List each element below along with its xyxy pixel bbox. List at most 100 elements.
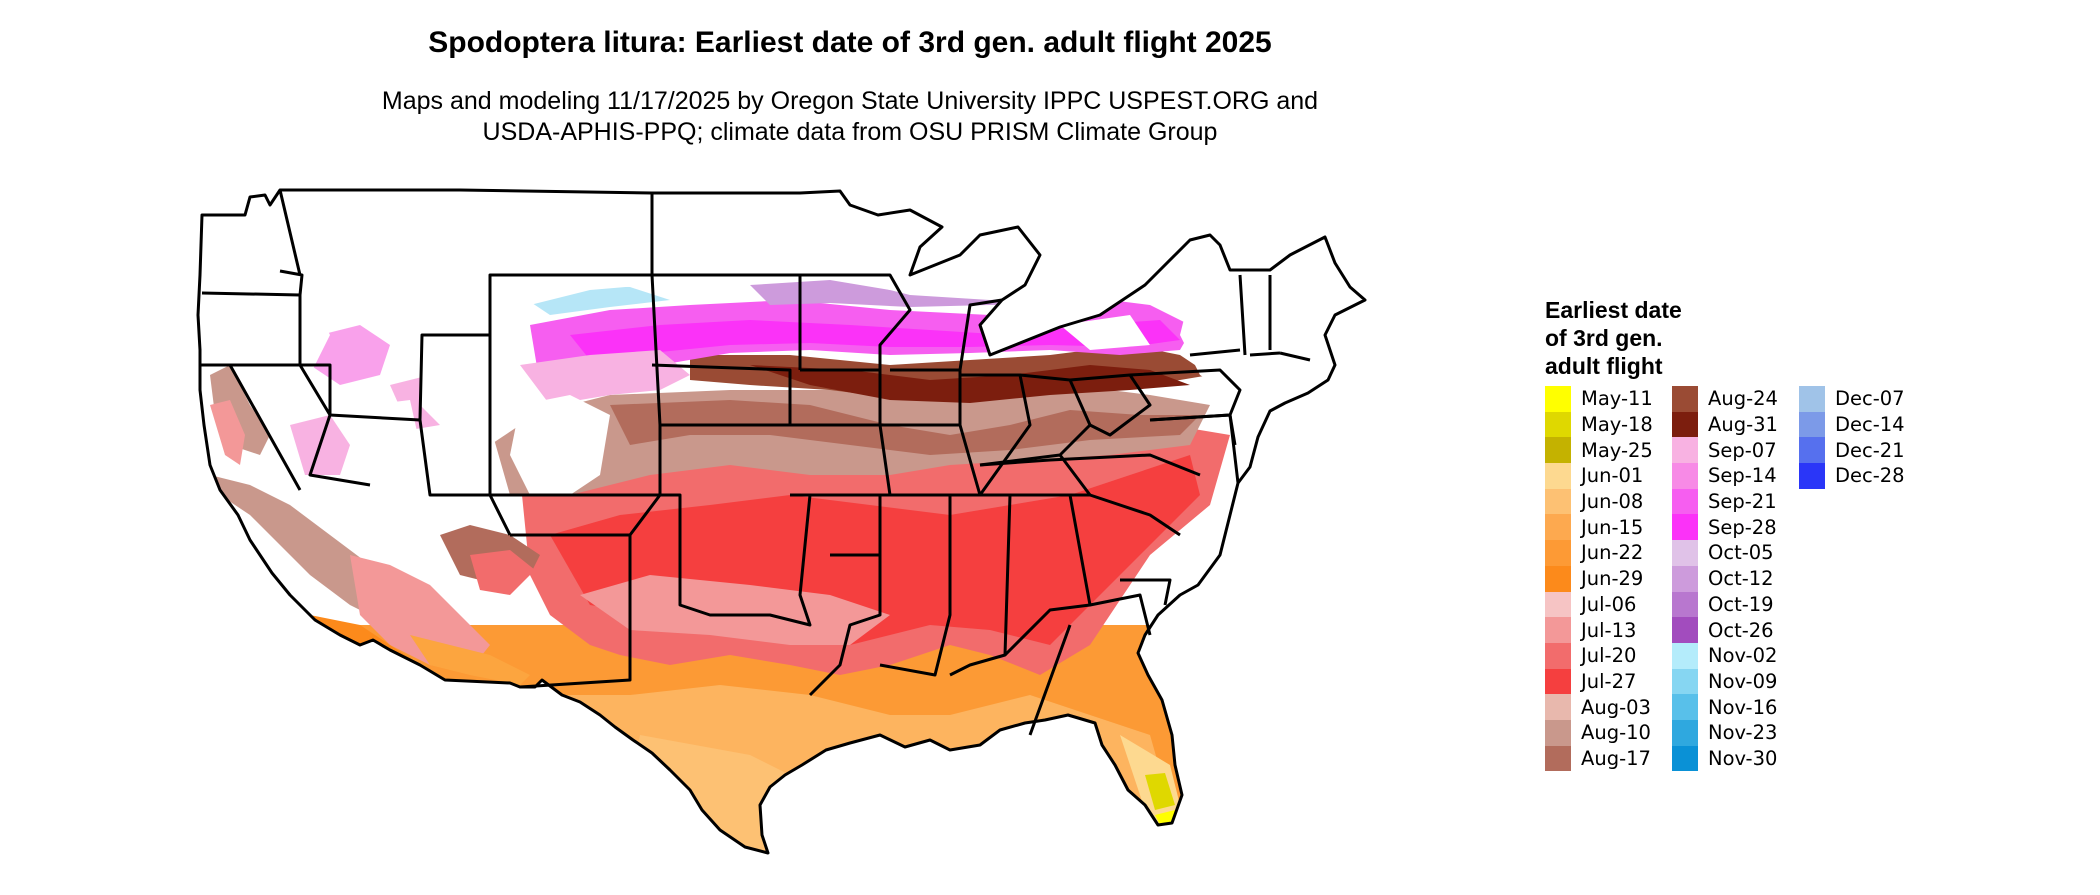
legend-swatch — [1672, 488, 1698, 515]
legend-swatch — [1545, 540, 1571, 566]
legend-item: Jul-13 — [1545, 617, 1670, 643]
subtitle-line-1: Maps and modeling 11/17/2025 by Oregon S… — [381, 87, 1319, 115]
legend-swatch — [1672, 642, 1698, 669]
legend-label: Oct-12 — [1708, 567, 1774, 591]
legend-swatch — [1545, 617, 1571, 643]
legend-swatch — [1672, 565, 1698, 592]
legend-item: Jun-01 — [1545, 463, 1670, 489]
legend-label: Aug-24 — [1708, 387, 1778, 411]
legend-item: Sep-07 — [1672, 437, 1797, 464]
legend-swatch — [1545, 694, 1571, 720]
legend-label: Sep-07 — [1708, 438, 1777, 462]
legend-item: May-11 — [1545, 386, 1670, 412]
legend-column: May-11 May-18 May-25 Jun-01 Jun-08 Jun-15 Jun-… — [1545, 386, 1670, 772]
legend-label: Jun-15 — [1581, 515, 1644, 539]
legend-title-line: Earliest date — [1545, 297, 1682, 323]
legend-swatch — [1672, 617, 1698, 643]
legend-label: Aug-03 — [1581, 695, 1651, 719]
legend-label: Dec-07 — [1835, 387, 1905, 411]
legend-label: Dec-21 — [1835, 438, 1905, 462]
legend-item: Jun-29 — [1545, 565, 1670, 592]
legend-swatch — [1545, 719, 1571, 746]
legend-item: Aug-10 — [1545, 719, 1670, 746]
legend-swatch — [1672, 540, 1698, 566]
legend-swatch — [1545, 565, 1571, 592]
legend-item: Nov-23 — [1672, 719, 1797, 746]
legend-swatch — [1672, 514, 1698, 541]
legend-label: Oct-05 — [1708, 541, 1774, 565]
legend-item: Aug-17 — [1545, 745, 1670, 772]
legend-item: Nov-30 — [1672, 745, 1797, 772]
legend-label: Jul-06 — [1581, 592, 1637, 616]
legend-swatch — [1545, 386, 1571, 412]
legend-swatch — [1672, 591, 1698, 618]
legend-item: Oct-05 — [1672, 540, 1797, 566]
legend-swatch — [1672, 668, 1698, 695]
legend-item: Nov-16 — [1672, 694, 1797, 720]
legend-swatch — [1672, 411, 1698, 438]
legend-item: Sep-14 — [1672, 463, 1797, 489]
legend-label: Jun-01 — [1581, 464, 1644, 488]
legend-item: Dec-07 — [1799, 386, 1924, 412]
legend-swatch — [1545, 437, 1571, 464]
legend-title-line: adult flight — [1545, 353, 1663, 379]
subtitle-line-2: USDA-APHIS-PPQ; climate data from OSU PR… — [482, 118, 1218, 146]
legend-item: Sep-28 — [1672, 514, 1797, 541]
legend-label: Jun-08 — [1581, 490, 1644, 514]
legend-swatch — [1545, 668, 1571, 695]
legend-label: May-18 — [1581, 413, 1653, 437]
legend-item: Nov-02 — [1672, 642, 1797, 669]
legend-label: Jun-29 — [1581, 567, 1644, 591]
legend-title-line: of 3rd gen. — [1545, 325, 1663, 351]
legend-item: Jun-22 — [1545, 540, 1670, 566]
legend-swatch — [1672, 463, 1698, 489]
legend-label: Sep-28 — [1708, 515, 1777, 539]
legend-item: Oct-19 — [1672, 591, 1797, 618]
legend-label: May-11 — [1581, 387, 1653, 411]
legend-swatch — [1672, 745, 1698, 772]
legend-column: Aug-24 Aug-31 Sep-07 Sep-14 Sep-21 Sep-28 Oct-… — [1672, 386, 1797, 772]
legend-item: May-25 — [1545, 437, 1670, 464]
legend-swatch — [1545, 745, 1571, 772]
state-boundaries — [196, 188, 1367, 855]
legend-label: Nov-09 — [1708, 669, 1778, 693]
legend-swatch — [1545, 591, 1571, 618]
legend-label: Jul-13 — [1581, 618, 1637, 642]
legend-item: Oct-12 — [1672, 565, 1797, 592]
legend-label: Dec-28 — [1835, 464, 1905, 488]
legend-swatch — [1545, 411, 1571, 438]
legend-label: Nov-02 — [1708, 644, 1778, 668]
legend-item: May-18 — [1545, 411, 1670, 438]
legend-label: Jun-22 — [1581, 541, 1644, 565]
legend-item: Sep-21 — [1672, 488, 1797, 515]
legend-item: Jun-15 — [1545, 514, 1670, 541]
legend-item: Dec-21 — [1799, 437, 1924, 464]
legend-item: Oct-26 — [1672, 617, 1797, 643]
legend-swatch — [1545, 642, 1571, 669]
legend-label: Oct-26 — [1708, 618, 1774, 642]
legend-item: Jul-06 — [1545, 591, 1670, 618]
legend-item: Jun-08 — [1545, 488, 1670, 515]
legend-swatch — [1672, 694, 1698, 720]
legend-label: Sep-21 — [1708, 490, 1777, 514]
legend-label: Aug-10 — [1581, 721, 1651, 745]
legend-swatch — [1799, 463, 1825, 489]
legend-item: Jul-20 — [1545, 642, 1670, 669]
legend-label: Aug-31 — [1708, 413, 1778, 437]
legend-item: Dec-14 — [1799, 411, 1924, 438]
legend-swatch — [1799, 386, 1825, 412]
legend-label: Nov-30 — [1708, 746, 1778, 770]
legend-swatch — [1545, 488, 1571, 515]
legend-swatch — [1545, 463, 1571, 489]
legend-item: Jul-27 — [1545, 668, 1670, 695]
legend-item: Aug-24 — [1672, 386, 1797, 412]
legend-swatch — [1672, 437, 1698, 464]
legend-swatch — [1672, 719, 1698, 746]
legend-swatch — [1545, 514, 1571, 541]
map-title: Spodoptera litura: Earliest date of 3rd … — [428, 26, 1272, 59]
legend-label: May-25 — [1581, 438, 1653, 462]
legend-swatch — [1799, 411, 1825, 438]
legend-label: Sep-14 — [1708, 464, 1777, 488]
legend-swatch — [1799, 437, 1825, 464]
legend-label: Dec-14 — [1835, 413, 1905, 437]
